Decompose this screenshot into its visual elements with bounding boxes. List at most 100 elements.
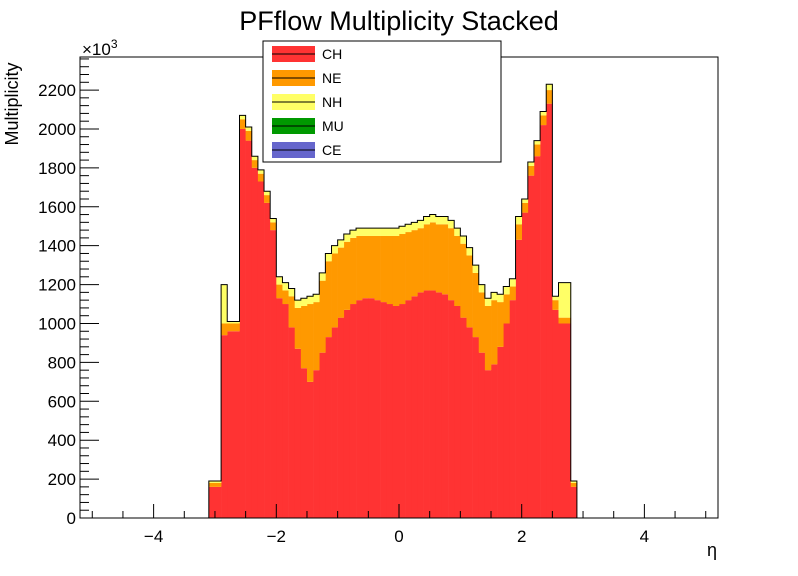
bar-ch-50 xyxy=(527,175,535,518)
bar-ch-16 xyxy=(319,352,326,518)
bar-ch-56 xyxy=(570,486,578,518)
bar-ne-3 xyxy=(239,119,246,129)
bar-nh-2 xyxy=(227,321,240,324)
bar-nh-46 xyxy=(503,286,510,295)
bar-nh-10 xyxy=(282,282,289,291)
bar-ch-25 xyxy=(374,300,381,518)
y-exponent-power: 3 xyxy=(111,37,118,51)
bar-nh-43 xyxy=(484,298,492,306)
bar-nh-55 xyxy=(558,282,572,318)
y-tick-label: 400 xyxy=(48,431,76,450)
bar-nh-30 xyxy=(405,224,412,233)
bar-ne-36 xyxy=(441,224,449,295)
y-tick-label: 200 xyxy=(48,470,76,489)
bar-ne-35 xyxy=(435,224,443,293)
bar-ch-45 xyxy=(497,346,504,518)
bar-ne-30 xyxy=(405,232,412,301)
bar-ch-26 xyxy=(380,302,388,518)
bar-nh-36 xyxy=(441,216,449,225)
bar-ne-12 xyxy=(294,307,302,349)
legend: CH NE NH MU CE xyxy=(262,40,502,163)
bar-nh-49 xyxy=(521,199,529,203)
bar-ch-42 xyxy=(478,352,486,518)
bar-ch-14 xyxy=(306,381,314,518)
bar-ne-38 xyxy=(454,235,461,306)
bar-ch-15 xyxy=(313,370,320,518)
bar-ch-34 xyxy=(429,290,437,518)
bar-nh-14 xyxy=(306,296,314,305)
bar-ne-22 xyxy=(356,235,363,301)
bar-nh-40 xyxy=(466,247,473,256)
bar-nh-8 xyxy=(270,218,277,223)
bar-nh-11 xyxy=(288,288,296,297)
bar-ne-7 xyxy=(264,195,271,203)
bar-ne-9 xyxy=(276,284,283,299)
bar-ne-54 xyxy=(552,300,559,310)
bar-ne-20 xyxy=(343,241,351,310)
bar-ne-26 xyxy=(380,235,388,303)
bar-nh-9 xyxy=(276,276,283,285)
bar-ch-51 xyxy=(533,156,541,518)
bar-ne-37 xyxy=(448,228,455,301)
bar-ne-39 xyxy=(460,243,467,318)
bar-ch-47 xyxy=(509,300,516,518)
x-tick-label: −4 xyxy=(144,527,163,546)
bar-nh-42 xyxy=(478,284,486,293)
bar-nh-53 xyxy=(546,84,553,91)
y-axis: 0 200 400 600 800 1000 1200 1400 1600 1800 2000 220… xyxy=(38,58,99,528)
bar-nh-38 xyxy=(454,228,461,236)
bar-ne-23 xyxy=(362,235,369,299)
legend-label-nh: NH xyxy=(322,94,342,110)
bar-nh-33 xyxy=(423,216,430,225)
bar-nh-6 xyxy=(257,169,265,174)
bar-nh-7 xyxy=(264,191,271,196)
bar-nh-13 xyxy=(300,298,308,306)
bar-nh-37 xyxy=(448,220,455,229)
bar-ch-11 xyxy=(288,327,296,518)
bar-ne-47 xyxy=(509,286,516,301)
x-axis-label: η xyxy=(707,540,717,560)
bar-ch-48 xyxy=(515,239,522,518)
bar-ne-48 xyxy=(515,224,522,240)
legend-label-ne: NE xyxy=(322,70,341,86)
bar-ne-51 xyxy=(533,144,541,157)
bar-ch-6 xyxy=(257,181,265,519)
bar-ch-13 xyxy=(300,368,308,518)
bar-ne-55 xyxy=(558,317,572,324)
bar-ch-9 xyxy=(276,298,283,518)
legend-label-ce: CE xyxy=(322,142,341,158)
bar-ne-50 xyxy=(527,165,535,176)
bar-ch-33 xyxy=(423,290,430,518)
x-tick-label: 0 xyxy=(394,527,403,546)
y-tick-label: 1200 xyxy=(38,276,76,295)
bar-nh-56 xyxy=(570,481,578,483)
bar-nh-51 xyxy=(533,140,541,145)
bar-ch-37 xyxy=(448,300,455,518)
bar-ch-5 xyxy=(251,167,259,518)
bar-ne-27 xyxy=(386,235,394,305)
histogram-bars xyxy=(208,83,590,519)
bar-nh-34 xyxy=(429,214,437,223)
bar-ne-18 xyxy=(331,253,338,328)
bar-ne-6 xyxy=(257,173,265,182)
bar-ne-40 xyxy=(466,255,473,328)
bar-ne-45 xyxy=(497,302,504,347)
bar-ch-24 xyxy=(368,298,375,518)
bar-ne-11 xyxy=(288,296,296,328)
bar-ne-31 xyxy=(411,230,418,297)
bar-ch-21 xyxy=(349,304,357,518)
bar-ne-13 xyxy=(300,305,308,369)
bar-ne-41 xyxy=(472,272,480,338)
bar-ch-8 xyxy=(270,230,277,518)
bar-nh-12 xyxy=(294,300,302,308)
bar-ch-35 xyxy=(435,292,443,518)
bar-ch-22 xyxy=(356,300,363,518)
bar-ch-53 xyxy=(546,103,553,519)
y-tick-label: 0 xyxy=(67,509,76,528)
bar-ne-32 xyxy=(417,228,424,293)
bar-ne-53 xyxy=(546,90,553,104)
bar-nh-3 xyxy=(239,115,246,120)
bar-ch-17 xyxy=(325,337,332,518)
x-axis: −4 −2 0 2 4 xyxy=(91,504,707,546)
bar-ch-29 xyxy=(399,304,406,518)
